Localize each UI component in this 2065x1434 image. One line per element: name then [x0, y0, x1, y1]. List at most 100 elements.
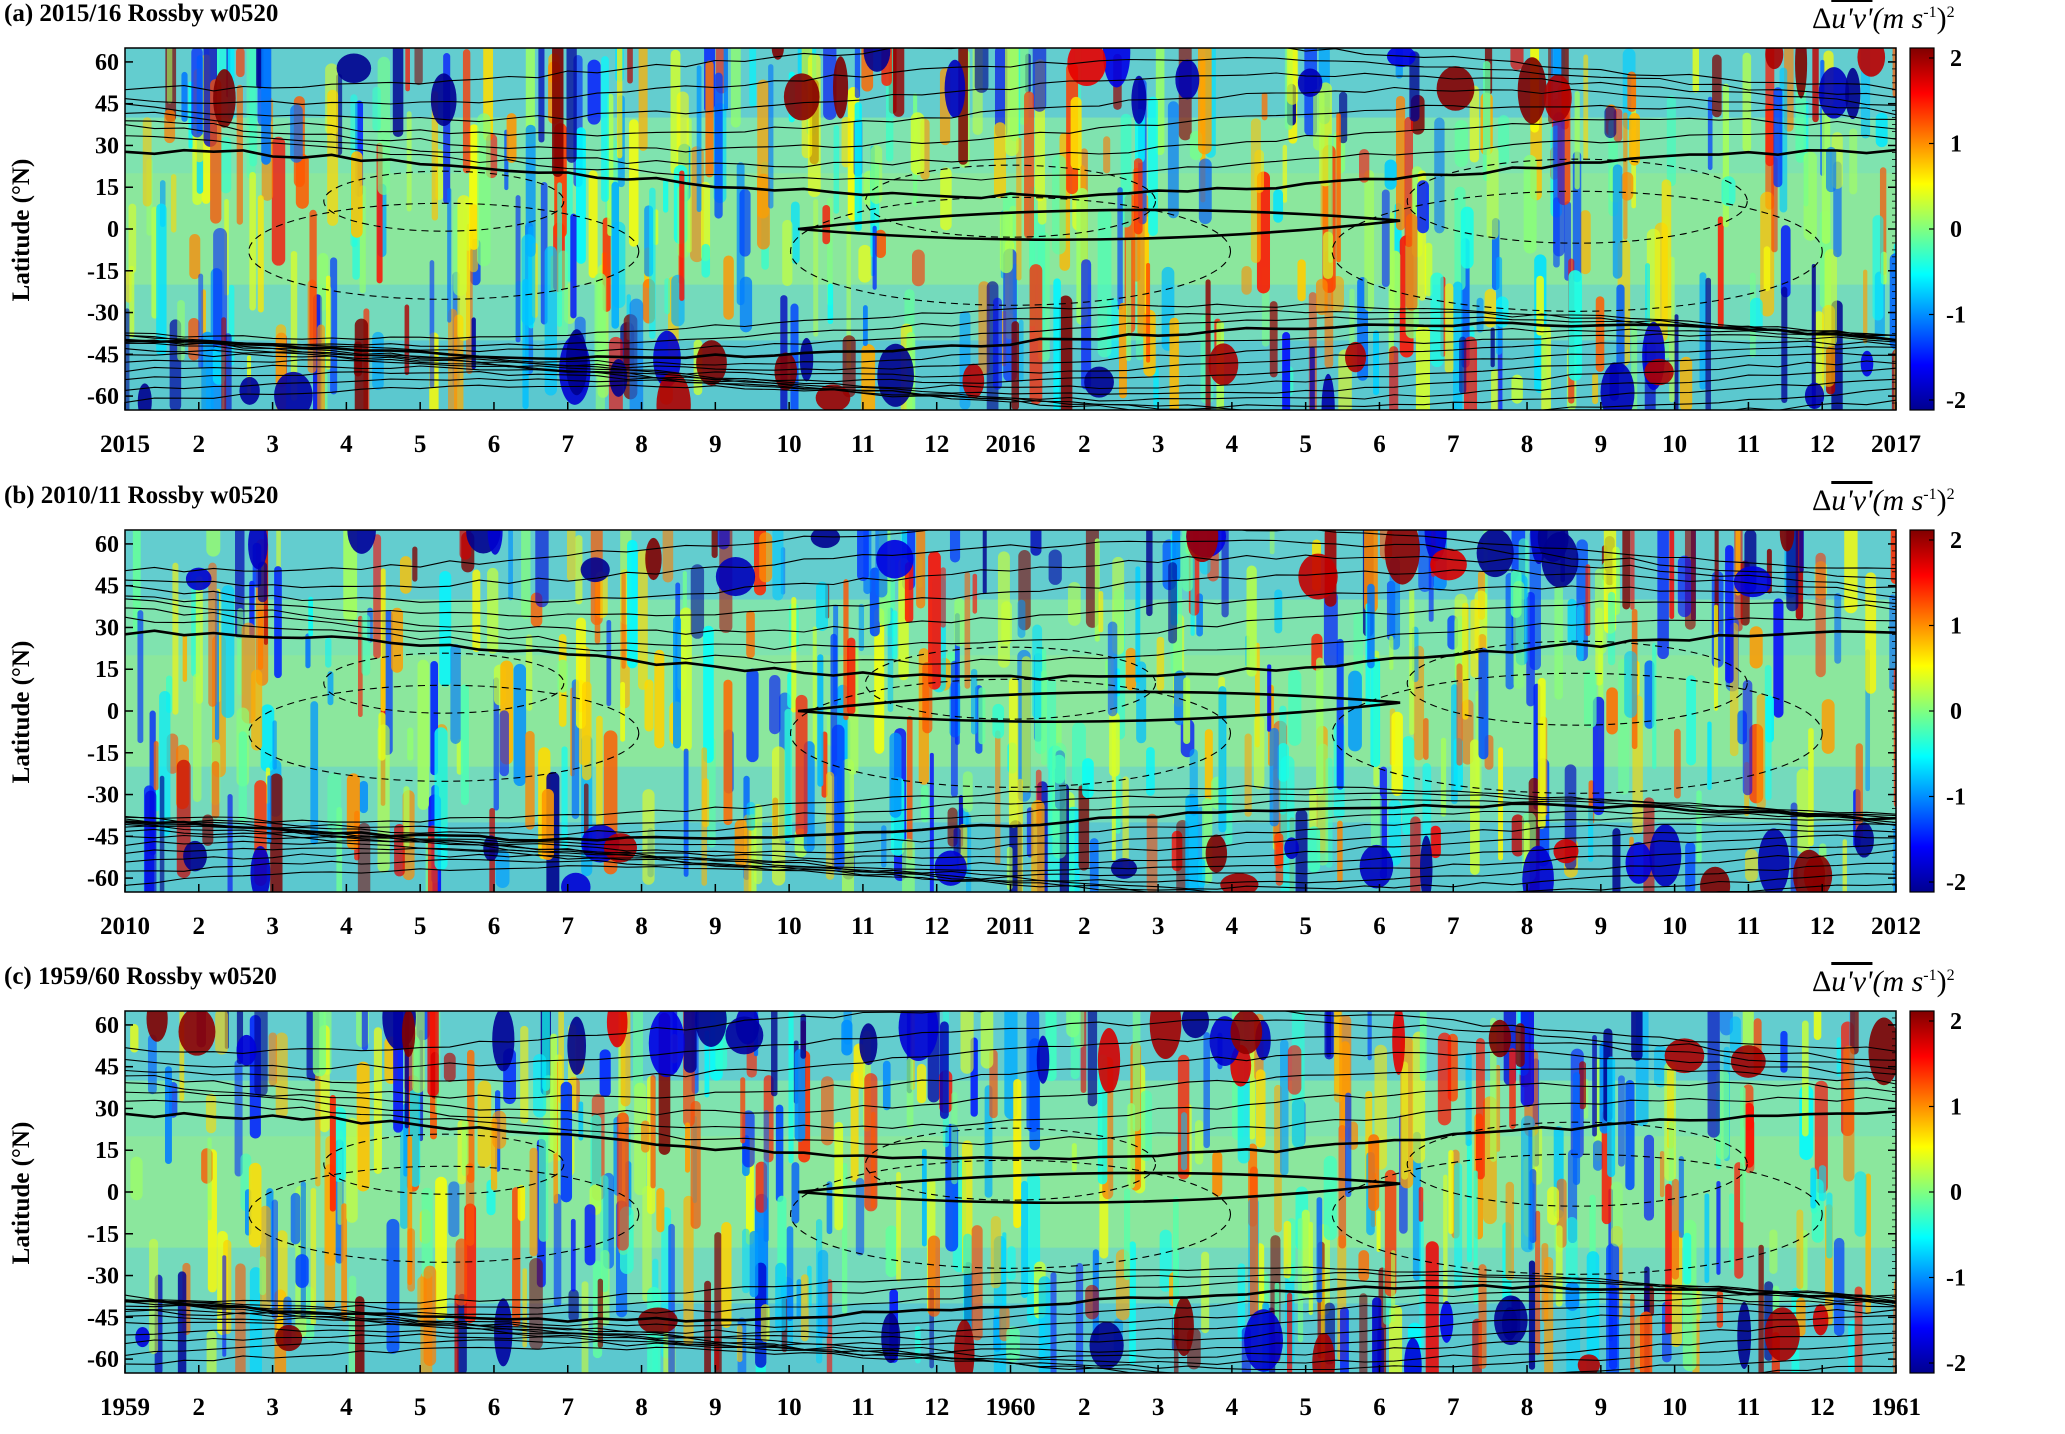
- colorbar-tick-label: -1: [1946, 1266, 1966, 1292]
- x-tick-label: 1959: [100, 1394, 150, 1421]
- x-tick-label: 1960: [986, 1394, 1036, 1421]
- x-tick-label: 10: [777, 1394, 802, 1421]
- x-tick-label: 5: [1299, 913, 1312, 940]
- y-tick-label: 45: [95, 1055, 119, 1081]
- x-tick-label: 12: [924, 1394, 949, 1421]
- x-tick-label: 10: [777, 913, 802, 940]
- x-tick-label: 7: [562, 431, 575, 458]
- colorbar-tick-label: -2: [1946, 870, 1966, 896]
- colorbar-tick-label: 1: [1950, 614, 1962, 640]
- y-tick-label: 45: [95, 92, 119, 118]
- x-tick-label: 11: [1737, 913, 1761, 940]
- x-tick-label: 12: [924, 913, 949, 940]
- panel-title: (a) 2015/16 Rossby w0520: [4, 0, 279, 27]
- x-tick-label: 2011: [986, 913, 1035, 940]
- x-tick-label: 6: [1373, 431, 1386, 458]
- x-tick-label: 3: [266, 431, 279, 458]
- x-tick-label: 2: [1078, 913, 1091, 940]
- y-tick-label: 15: [95, 175, 119, 201]
- x-tick-label: 8: [635, 431, 648, 458]
- colorbar-tick-label: -1: [1946, 785, 1966, 811]
- y-tick-label: 15: [95, 1138, 119, 1164]
- x-tick-label: 8: [635, 1394, 648, 1421]
- colorbar-title: Δu'v'(m s-1)2: [1812, 2, 1955, 35]
- y-tick-label: 30: [95, 615, 119, 641]
- y-tick-label: -30: [87, 783, 119, 809]
- x-tick-label: 7: [562, 913, 575, 940]
- x-tick-label: 8: [1521, 1394, 1534, 1421]
- x-tick-label: 2012: [1871, 913, 1921, 940]
- x-tick-label: 5: [414, 1394, 427, 1421]
- y-tick-label: -15: [87, 741, 119, 767]
- x-tick-label: 7: [1447, 913, 1460, 940]
- panel-a: (a) 2015/16 Rossby w0520 Δu'v'(m s-1)2 L…: [0, 0, 2065, 480]
- y-tick-label: -45: [87, 824, 119, 850]
- colorbar-tick-label: 0: [1950, 1180, 1962, 1206]
- x-tick-label: 12: [1810, 431, 1835, 458]
- x-tick-label: 6: [488, 913, 501, 940]
- x-tick-label: 2: [193, 1394, 206, 1421]
- x-tick-label: 9: [709, 1394, 722, 1421]
- x-tick-label: 9: [1595, 1394, 1608, 1421]
- y-tick-label: 60: [95, 50, 119, 76]
- colorbar-tick-label: 0: [1950, 217, 1962, 243]
- y-tick-label: 30: [95, 1096, 119, 1122]
- heatmap-field: [125, 530, 1896, 892]
- heatmap-field: [125, 1011, 1896, 1373]
- x-tick-label: 9: [709, 431, 722, 458]
- colorbar-tick-label: 2: [1950, 46, 1962, 72]
- x-tick-label: 4: [1226, 431, 1239, 458]
- y-tick-label: 0: [107, 699, 119, 725]
- colorbar-title: Δu'v'(m s-1)2: [1812, 965, 1955, 998]
- y-tick-label: -15: [87, 1222, 119, 1248]
- x-tick-label: 2017: [1871, 431, 1921, 458]
- panel-c: (c) 1959/60 Rossby w0520 Δu'v'(m s-1)2 L…: [0, 963, 2065, 1434]
- colorbar-tick-label: -2: [1946, 388, 1966, 414]
- x-tick-label: 8: [1521, 431, 1534, 458]
- x-tick-label: 11: [851, 431, 875, 458]
- x-tick-label: 4: [1226, 913, 1239, 940]
- x-tick-label: 3: [266, 913, 279, 940]
- panel-title: (b) 2010/11 Rossby w0520: [4, 482, 279, 509]
- contour-lines: [125, 1011, 1896, 1373]
- colorbar-tick-label: 0: [1950, 699, 1962, 725]
- y-tick-label: -30: [87, 301, 119, 327]
- y-tick-label: 30: [95, 133, 119, 159]
- y-tick-label: -45: [87, 1305, 119, 1331]
- colorbar-tick-label: -2: [1946, 1351, 1966, 1377]
- x-tick-label: 3: [1152, 1394, 1165, 1421]
- x-tick-label: 2: [193, 431, 206, 458]
- x-tick-label: 5: [414, 431, 427, 458]
- y-tick-label: 60: [95, 532, 119, 558]
- y-tick-label: -60: [87, 1347, 119, 1373]
- x-tick-label: 6: [488, 431, 501, 458]
- contour-lines: [125, 530, 1896, 892]
- x-tick-label: 9: [1595, 431, 1608, 458]
- x-tick-label: 11: [851, 1394, 875, 1421]
- x-tick-label: 5: [414, 913, 427, 940]
- panel-title: (c) 1959/60 Rossby w0520: [4, 963, 277, 990]
- panel-b: (b) 2010/11 Rossby w0520 Δu'v'(m s-1)2 L…: [0, 482, 2065, 962]
- x-tick-label: 8: [635, 913, 648, 940]
- y-tick-label: 0: [107, 1180, 119, 1206]
- x-tick-label: 4: [340, 431, 353, 458]
- x-tick-label: 10: [1662, 431, 1687, 458]
- y-tick-label: -30: [87, 1264, 119, 1290]
- x-tick-label: 6: [1373, 913, 1386, 940]
- y-tick-label: -60: [87, 384, 119, 410]
- colorbar-title: Δu'v'(m s-1)2: [1812, 484, 1955, 517]
- x-tick-label: 3: [1152, 431, 1165, 458]
- x-tick-label: 3: [266, 1394, 279, 1421]
- y-tick-label: -60: [87, 866, 119, 892]
- x-tick-label: 6: [488, 1394, 501, 1421]
- y-tick-label: -45: [87, 342, 119, 368]
- y-tick-label: 45: [95, 574, 119, 600]
- x-tick-label: 2: [1078, 431, 1091, 458]
- x-tick-label: 8: [1521, 913, 1534, 940]
- x-tick-label: 11: [1737, 1394, 1761, 1421]
- x-tick-label: 1961: [1871, 1394, 1921, 1421]
- x-tick-label: 4: [340, 1394, 353, 1421]
